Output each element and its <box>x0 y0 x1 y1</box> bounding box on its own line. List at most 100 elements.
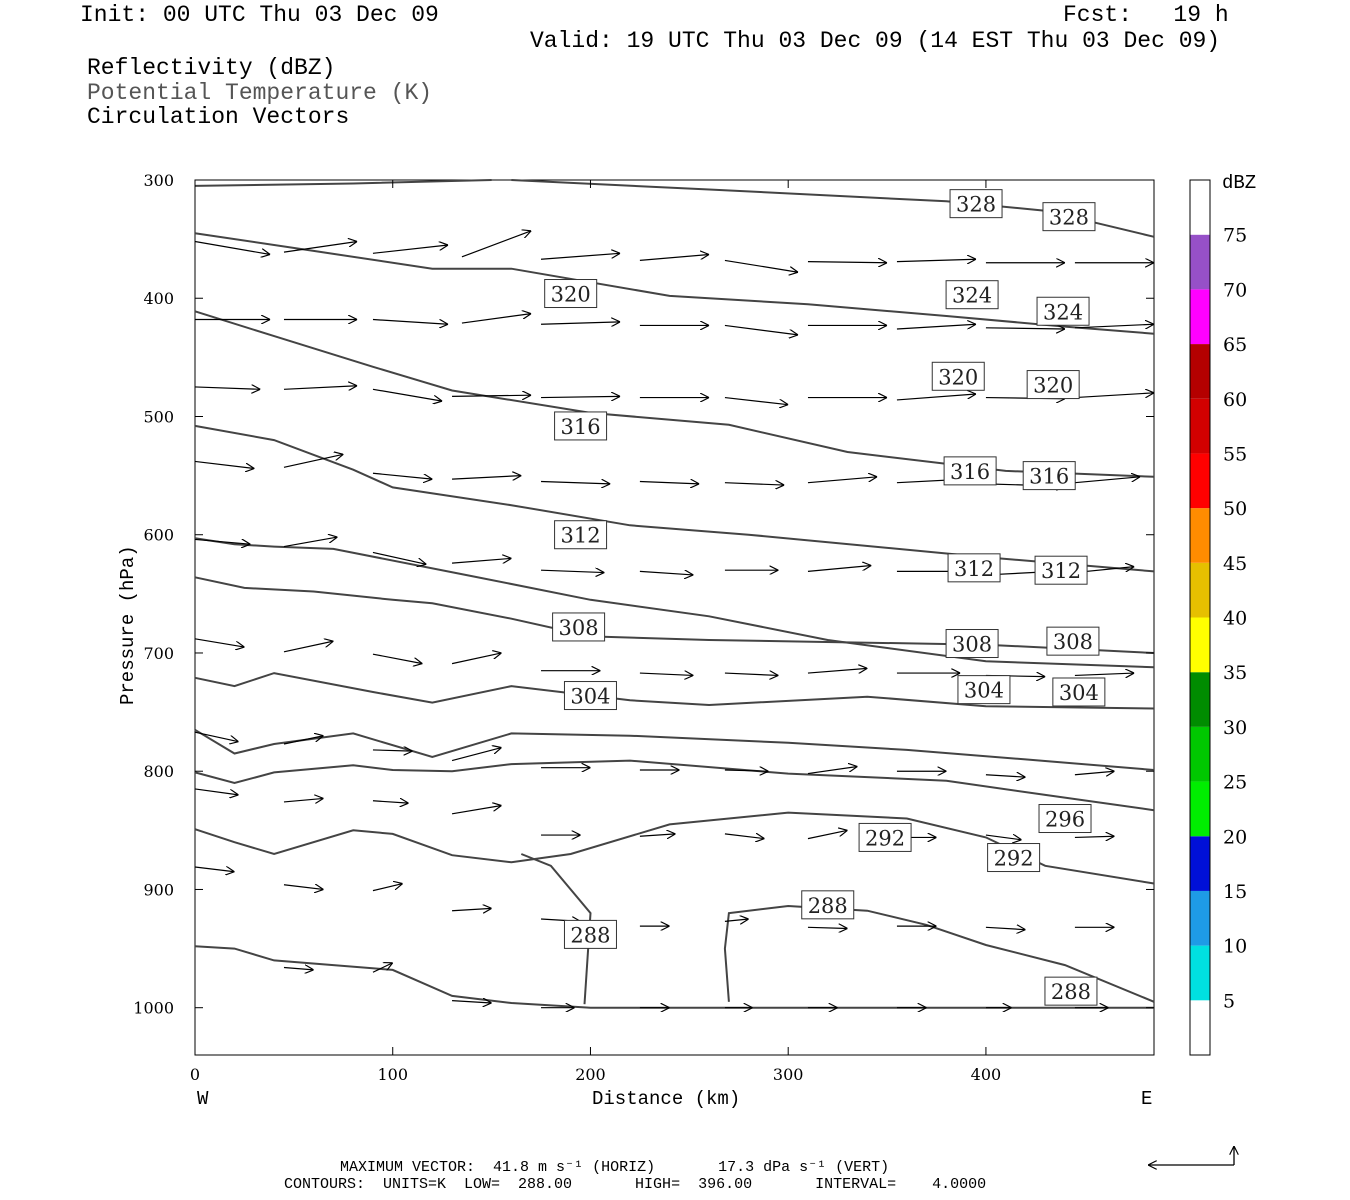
y-tick-label-800: 800 <box>143 762 174 781</box>
y-tick-label-600: 600 <box>143 526 174 545</box>
circulation-vector-87 <box>1074 836 1115 837</box>
contour-288-1 <box>723 904 1155 1003</box>
contour-label-box-320-0-0 <box>544 279 598 309</box>
circulation-vector-32 <box>1074 393 1154 399</box>
circulation-vector-65 <box>1074 673 1134 675</box>
circulation-vector-99 <box>283 968 314 970</box>
circulation-vector-22 <box>194 387 260 389</box>
circulation-vector-26 <box>541 396 620 397</box>
circulation-vector-79 <box>372 801 409 803</box>
contour-label-304-0-0: 304 <box>570 685 610 709</box>
contour-312-0 <box>194 537 1155 669</box>
x-tick-label-0: 0 <box>190 1065 200 1084</box>
circulation-vector-69 <box>451 748 501 762</box>
colorbar-tick-10: 10 <box>1223 936 1247 958</box>
circulation-vector-55 <box>194 638 244 647</box>
colorbar-tick-50: 50 <box>1223 498 1247 520</box>
circulation-vector-37 <box>541 482 610 484</box>
colorbar-tick-40: 40 <box>1223 608 1247 630</box>
x-tick-label-300: 300 <box>773 1065 804 1084</box>
contour-label-316-0-1: 316 <box>950 460 990 484</box>
contour-label-box-292-0-1 <box>987 843 1041 873</box>
contour-info-note: CONTOURS: UNITS=K LOW= 288.00 HIGH= 396.… <box>284 1176 987 1193</box>
contour-296-0 <box>194 759 1155 812</box>
contour-label-box-288-1-0 <box>801 890 855 920</box>
colorbar-seg-13 <box>1190 289 1210 345</box>
contour-label-box-304-0-1 <box>957 675 1011 705</box>
contour-label-288-1-0: 288 <box>808 894 848 918</box>
contour-label-292-0-0: 292 <box>865 826 905 850</box>
circulation-vector-44 <box>194 538 250 544</box>
contour-label-box-288-0-0 <box>563 919 617 949</box>
y-tick-label-500: 500 <box>143 407 174 426</box>
circulation-vector-5 <box>639 254 709 262</box>
y-tick-label-400: 400 <box>143 289 174 308</box>
colorbar-seg-14 <box>1190 234 1210 290</box>
y-tick-label-700: 700 <box>143 644 174 663</box>
contour-label-308-0-2: 308 <box>1053 630 1093 654</box>
contour-label-box-312-0-2 <box>1034 555 1088 585</box>
circulation-vector-61 <box>724 673 778 675</box>
contour-label-288-0-0: 288 <box>570 923 610 947</box>
colorbar-seg-10 <box>1190 453 1210 509</box>
contour-label-box-320-0-2 <box>1026 370 1080 400</box>
contour-label-292-0-1: 292 <box>994 847 1034 871</box>
circulation-vector-78 <box>283 798 324 802</box>
contour-label-box-296-0-0 <box>1038 804 1092 834</box>
contour-label-288-1-1: 288 <box>1051 980 1091 1004</box>
contour-328-0 <box>194 179 492 187</box>
circulation-vector-4 <box>540 253 620 260</box>
circulation-vector-13 <box>372 318 448 325</box>
contour-label-328-1-0: 328 <box>956 193 996 217</box>
contour-label-box-312-0-1 <box>947 553 1001 583</box>
colorbar-seg-3 <box>1190 836 1210 891</box>
x-end-label-east: E <box>1141 1088 1152 1110</box>
circulation-vector-35 <box>372 472 432 479</box>
colorbar-seg-12 <box>1190 344 1210 399</box>
contour-label-box-316-0-0 <box>554 411 608 441</box>
circulation-vector-7 <box>807 262 887 263</box>
colorbar-tick-15: 15 <box>1223 881 1247 903</box>
contour-label-304-0-1: 304 <box>964 679 1004 703</box>
contour-label-324-0-1: 324 <box>1043 300 1083 324</box>
contour-label-308-0-1: 308 <box>952 633 992 657</box>
circulation-vector-90 <box>372 884 403 892</box>
contour-label-box-312-0-0 <box>554 520 608 550</box>
colorbar: 5 10 15 20 25 30 35 40 45 50 55 60 65 70 75 <box>1189 179 1247 1056</box>
colorbar-tick-70: 70 <box>1223 279 1247 301</box>
y-tick-label-900: 900 <box>143 880 174 899</box>
contour-label-box-316-0-1 <box>943 456 997 486</box>
contour-label-box-328-1-1 <box>1042 202 1096 232</box>
circulation-vector-82 <box>639 834 676 836</box>
forecast-hour: Fcst: 19 h <box>1063 2 1229 28</box>
contour-label-328-1-1: 328 <box>1049 206 1089 230</box>
circulation-vector-28 <box>724 396 788 405</box>
circulation-vector-67 <box>283 736 324 745</box>
colorbar-tick-5: 5 <box>1223 990 1235 1012</box>
contour-label-312-0-2: 312 <box>1041 559 1081 583</box>
contour-label-316-0-0: 316 <box>561 415 601 439</box>
colorbar-seg-7 <box>1190 617 1210 673</box>
contour-label-312-0-0: 312 <box>561 524 601 548</box>
contour-308-0 <box>194 576 1155 654</box>
field-reflectivity: Reflectivity (dBZ) <box>87 55 336 81</box>
contour-304-0 <box>194 672 1155 710</box>
colorbar-unit: dBZ <box>1222 172 1256 194</box>
circulation-vector-0 <box>194 240 270 254</box>
colorbar-seg-5 <box>1190 726 1210 782</box>
colorbar-frame <box>1189 179 1211 1056</box>
contour-label-box-308-0-1 <box>945 629 999 659</box>
circulation-vector-91 <box>452 908 492 910</box>
circulation-vector-47 <box>452 558 511 564</box>
circulation-vector-8 <box>896 259 976 261</box>
contour-label-box-308-0-0 <box>552 612 606 642</box>
contour-label-box-316-0-2 <box>1022 461 1076 491</box>
circulation-vector-20 <box>985 328 1065 329</box>
circulation-vector-68 <box>372 750 413 751</box>
vector-layer <box>194 231 1154 1008</box>
circulation-vector-25 <box>452 395 531 396</box>
circulation-vector-73 <box>807 766 857 775</box>
valid-time: Valid: 19 UTC Thu 03 Dec 09 (14 EST Thu … <box>530 28 1221 54</box>
y-tick-label-1000: 1000 <box>133 999 174 1018</box>
colorbar-seg-15 <box>1190 180 1210 235</box>
